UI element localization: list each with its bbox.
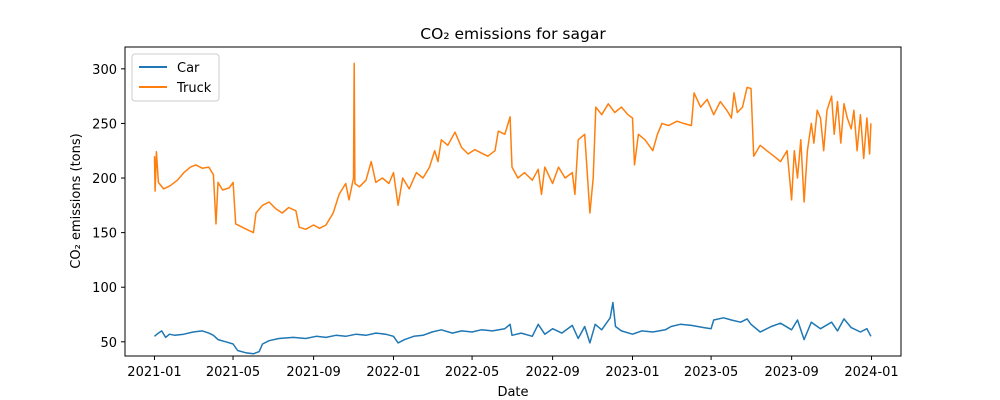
plot-frame [124, 46, 902, 357]
x-tick-label: 2021-01 [127, 365, 181, 380]
y-tick-label: 300 [92, 63, 117, 78]
series-line-truck [153, 62, 872, 234]
x-tick-label: 2023-09 [764, 365, 818, 380]
x-tick-label: 2022-05 [445, 365, 499, 380]
y-tick-label: 150 [92, 227, 117, 242]
x-tick-label: 2023-05 [684, 365, 738, 380]
legend-box [131, 53, 220, 102]
y-axis-label: CO₂ emissions (tons) [69, 133, 84, 268]
tick-layer: 2021-01 2021-05 2021-09 2022-01 2022-05 2022-… [92, 63, 899, 380]
x-axis-label: Date [497, 385, 528, 400]
legend-label-truck: Truck [176, 81, 212, 96]
y-tick-label: 200 [92, 172, 117, 187]
x-tick-label: 2021-05 [206, 365, 260, 380]
series-line-car [154, 301, 872, 355]
x-tick-label: 2022-09 [525, 365, 579, 380]
y-tick-label: 100 [92, 281, 117, 296]
x-tick-label: 2023-01 [605, 365, 659, 380]
series-layer [153, 62, 872, 355]
x-tick-label: 2024-01 [844, 365, 898, 380]
legend: Car Truck [131, 53, 220, 102]
x-tick-label: 2022-01 [366, 365, 420, 380]
chart-title: CO₂ emissions for sagar [420, 25, 606, 43]
y-tick-label: 50 [100, 336, 117, 351]
y-tick-label: 250 [92, 117, 117, 132]
legend-label-car: Car [177, 61, 200, 76]
x-tick-label: 2021-09 [286, 365, 340, 380]
